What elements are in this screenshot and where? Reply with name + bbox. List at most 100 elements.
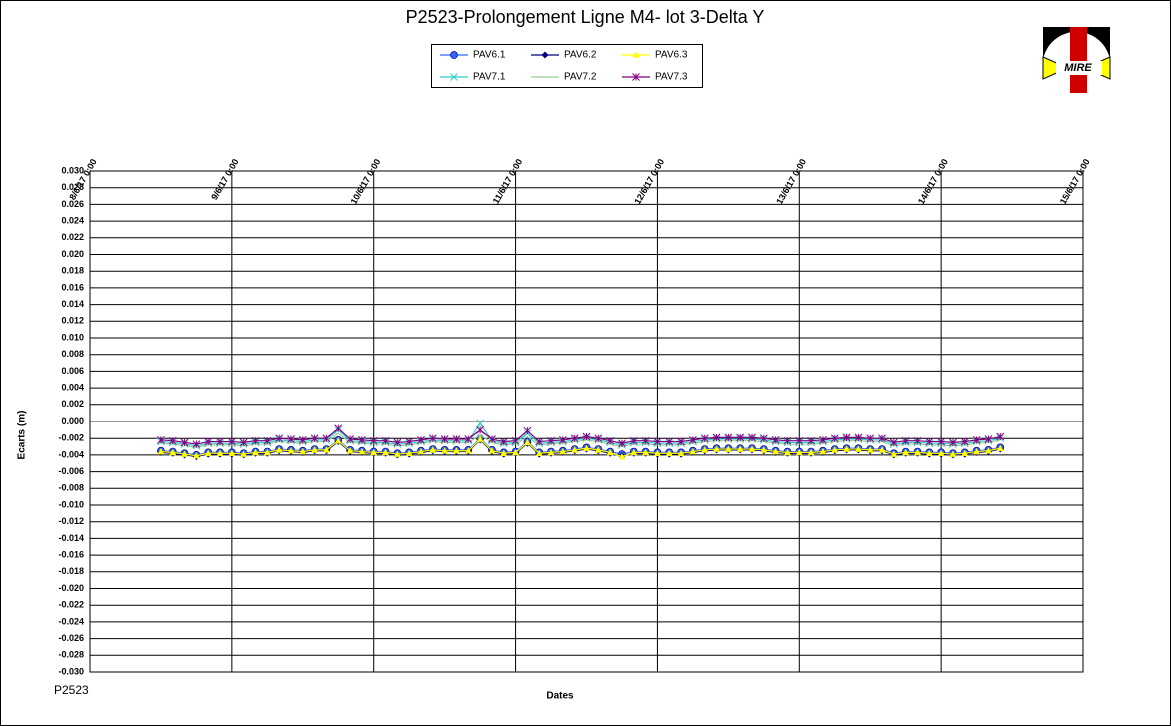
y-tick-label: -0.018 [58, 566, 84, 576]
marker [854, 433, 863, 442]
marker [665, 449, 673, 457]
x-axis-label: Dates [546, 691, 574, 702]
marker [594, 434, 603, 443]
y-tick-label: -0.004 [58, 449, 84, 459]
y-tick-label: 0.020 [61, 249, 84, 259]
marker [192, 452, 200, 459]
legend-label: PAV6.2 [564, 50, 597, 61]
y-tick-label: -0.002 [58, 433, 84, 443]
marker [393, 438, 402, 447]
marker [547, 436, 555, 445]
logo-arrow [1042, 56, 1070, 80]
marker [913, 436, 922, 445]
marker [878, 434, 886, 443]
series [157, 424, 1005, 448]
marker [287, 447, 295, 454]
marker [984, 435, 993, 443]
marker [748, 445, 756, 452]
marker [287, 435, 295, 443]
marker [677, 449, 685, 457]
y-tick-label: -0.024 [58, 616, 84, 626]
marker [972, 436, 981, 444]
y-tick-label: 0.016 [61, 282, 84, 292]
y-tick-label: 0.000 [61, 416, 84, 426]
marker [960, 437, 969, 446]
marker [168, 436, 177, 445]
marker [535, 449, 543, 457]
marker [712, 433, 721, 442]
marker [476, 435, 484, 442]
marker [275, 434, 283, 443]
marker [298, 436, 307, 444]
y-tick-label: 0.028 [61, 182, 84, 192]
marker [523, 426, 532, 435]
marker [499, 437, 508, 446]
y-tick-label: 0.030 [61, 165, 84, 175]
marker [346, 435, 354, 443]
y-tick-label: 0.022 [61, 232, 84, 242]
marker [476, 425, 484, 434]
marker [511, 436, 520, 445]
marker [902, 448, 910, 456]
y-tick-label: -0.014 [58, 533, 84, 543]
marker [996, 432, 1005, 441]
marker [842, 433, 851, 442]
marker [937, 437, 945, 446]
logo-bar [1070, 27, 1087, 93]
marker [358, 448, 366, 455]
marker [783, 436, 792, 445]
marker [239, 438, 248, 447]
marker [452, 447, 460, 454]
marker [949, 450, 957, 457]
legend-label: PAV7.1 [473, 72, 506, 83]
y-tick-label: -0.022 [58, 600, 84, 610]
marker [689, 436, 697, 444]
marker [299, 448, 307, 455]
y-tick-label: -0.010 [58, 499, 84, 509]
marker [157, 436, 165, 444]
marker [216, 449, 224, 457]
marker [370, 448, 378, 456]
y-tick-label: 0.014 [61, 299, 84, 309]
marker [724, 445, 732, 452]
marker [783, 448, 791, 456]
marker [830, 434, 839, 443]
marker [736, 445, 744, 452]
y-tick-label: -0.028 [58, 650, 84, 660]
legend-label: PAV7.2 [564, 72, 597, 83]
marker [759, 434, 768, 443]
marker [263, 448, 271, 456]
marker [541, 51, 549, 59]
logo-text: MIRE [1064, 62, 1092, 74]
marker [760, 446, 768, 453]
marker [937, 449, 945, 457]
marker [772, 448, 780, 455]
marker [632, 51, 640, 58]
marker [925, 449, 933, 457]
marker [464, 435, 473, 443]
legend-label: PAV7.3 [655, 72, 688, 83]
y-tick-label: -0.012 [58, 516, 84, 526]
marker [689, 448, 697, 455]
y-tick-label: 0.024 [61, 215, 84, 225]
marker [369, 436, 378, 445]
y-tick-label: -0.006 [58, 466, 84, 476]
marker [310, 434, 319, 443]
marker [606, 436, 614, 445]
marker [464, 447, 472, 454]
marker [382, 448, 390, 456]
marker [228, 449, 236, 457]
marker [677, 437, 685, 446]
marker [984, 447, 992, 454]
marker [346, 447, 354, 454]
marker [500, 449, 508, 457]
marker [216, 437, 224, 446]
marker [878, 446, 886, 453]
marker [523, 438, 531, 446]
marker [322, 446, 330, 453]
marker [405, 437, 414, 446]
legend-label: PAV6.3 [655, 50, 688, 61]
marker [700, 434, 709, 443]
marker [322, 434, 331, 443]
marker [488, 447, 496, 454]
